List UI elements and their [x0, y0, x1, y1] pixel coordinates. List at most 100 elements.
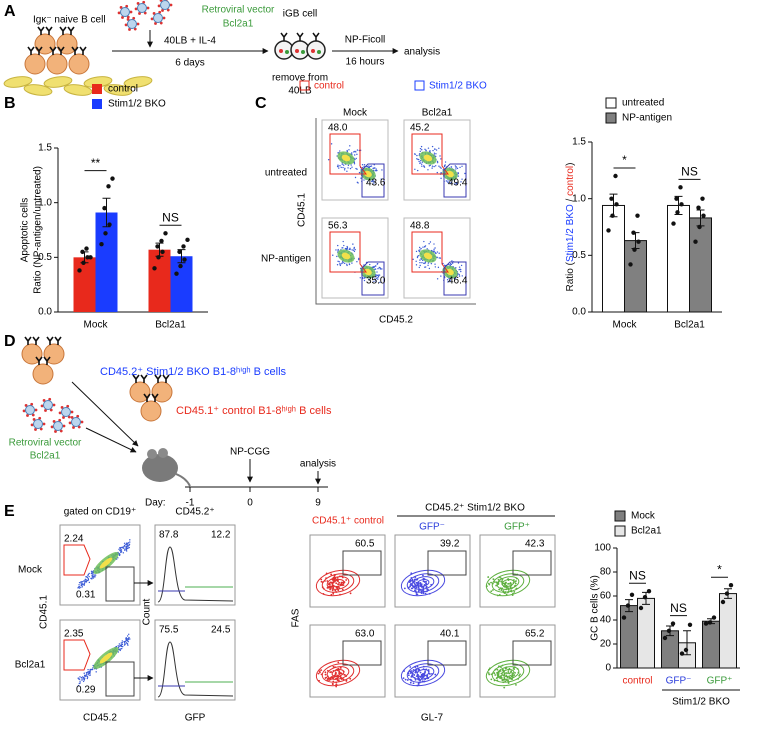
flow-dot [416, 256, 419, 259]
gate [427, 550, 467, 576]
flow-dot [436, 278, 439, 280]
data-point [638, 605, 644, 611]
data-point [629, 592, 635, 597]
flow-dot [504, 583, 506, 586]
flow-dot [379, 267, 381, 269]
flow-dot [406, 679, 409, 681]
gate-value: 39.2 [440, 539, 460, 550]
flow-dot [518, 674, 521, 677]
flow-dot [507, 671, 510, 673]
flow-dot [419, 581, 422, 584]
flow-dot [80, 676, 83, 679]
contour [485, 659, 531, 687]
flow-dot [347, 164, 350, 167]
flow-dot [338, 581, 341, 584]
density [341, 154, 351, 162]
data-point [177, 249, 182, 255]
density [446, 268, 454, 276]
flow-dot [126, 550, 128, 552]
axis-label: CD45.1 [39, 595, 50, 629]
data-point [631, 230, 636, 235]
flow-dot [456, 167, 459, 170]
virus-spike [166, 8, 170, 12]
flow-dot [458, 275, 461, 277]
virus-spike [136, 2, 140, 5]
flow-dot [344, 247, 347, 250]
panel-label: D [4, 333, 16, 350]
flow-dot [427, 169, 429, 171]
data-point [182, 257, 187, 262]
flow-dot [413, 589, 416, 592]
label: 40LB [288, 86, 312, 97]
stromal-cell [103, 84, 133, 96]
flow-dot [331, 683, 334, 685]
significance-label: NS [162, 210, 179, 224]
flow-dot [332, 592, 335, 595]
label: 9 [315, 498, 321, 509]
legend-swatch [605, 112, 617, 124]
flow-dot [514, 582, 517, 585]
receptor [37, 26, 53, 35]
gate-value: 46.4 [448, 276, 468, 287]
flow-dot [419, 264, 421, 267]
flow-dot [438, 165, 440, 167]
stromal-cell [63, 84, 93, 96]
flow-dot [125, 549, 128, 551]
flow-dot [460, 270, 462, 273]
flow-dot [89, 668, 91, 671]
virus [160, 0, 170, 10]
flow-dot [487, 576, 490, 578]
stromal-cell [43, 76, 73, 88]
label: gated on CD19⁺ [64, 507, 137, 518]
flow-dot [427, 147, 430, 149]
flow-dot [90, 570, 93, 572]
virus-spike [134, 7, 138, 11]
flow-dot [341, 163, 343, 165]
virus-spike [138, 12, 141, 15]
flow-dot [350, 164, 352, 166]
gate [105, 566, 135, 602]
y-tick-label: 0.0 [572, 307, 586, 318]
contour [326, 576, 350, 590]
flow-dot [340, 581, 343, 584]
flow-dot [118, 643, 121, 645]
flow-dot [346, 264, 348, 267]
flow-dot [519, 673, 521, 676]
flow-dot [501, 669, 504, 671]
label: CD45.1⁺ control B1-8ʰⁱᵍʰ B cells [176, 405, 332, 417]
flow-dot [127, 640, 129, 643]
data-point [707, 620, 713, 625]
column-label: Mock [343, 108, 368, 119]
flow-dot [513, 591, 516, 593]
receptor [143, 393, 159, 402]
flow-dot [127, 644, 129, 646]
label: CD45.2⁺ [175, 507, 214, 518]
flow-dot [86, 671, 88, 674]
flow-dot [416, 158, 418, 160]
gate-value: 12.2 [211, 530, 231, 541]
flow-dot [123, 544, 126, 547]
flow-dot [91, 576, 93, 578]
gate-value: 2.24 [64, 534, 84, 545]
flow-dot [431, 167, 433, 169]
density [364, 268, 372, 276]
flow-frame [59, 619, 141, 701]
flow-dot [330, 573, 333, 576]
flow-dot [332, 676, 334, 678]
flow-dot [447, 281, 449, 283]
flow-dot [344, 262, 346, 265]
flow-dot [505, 672, 508, 674]
flow-dot [373, 280, 375, 283]
virus-spike [159, 21, 163, 25]
flow-dot [345, 579, 348, 581]
flow-dot [78, 581, 81, 584]
flow-dot [509, 671, 512, 673]
flow-dot [125, 545, 127, 548]
flow-dot [78, 585, 81, 588]
flow-dot [92, 664, 94, 667]
virus-spike [40, 404, 44, 408]
flow-dot [336, 586, 339, 589]
flow-dot [331, 589, 334, 592]
flow-dot [510, 675, 513, 678]
flow-dot [445, 180, 448, 182]
